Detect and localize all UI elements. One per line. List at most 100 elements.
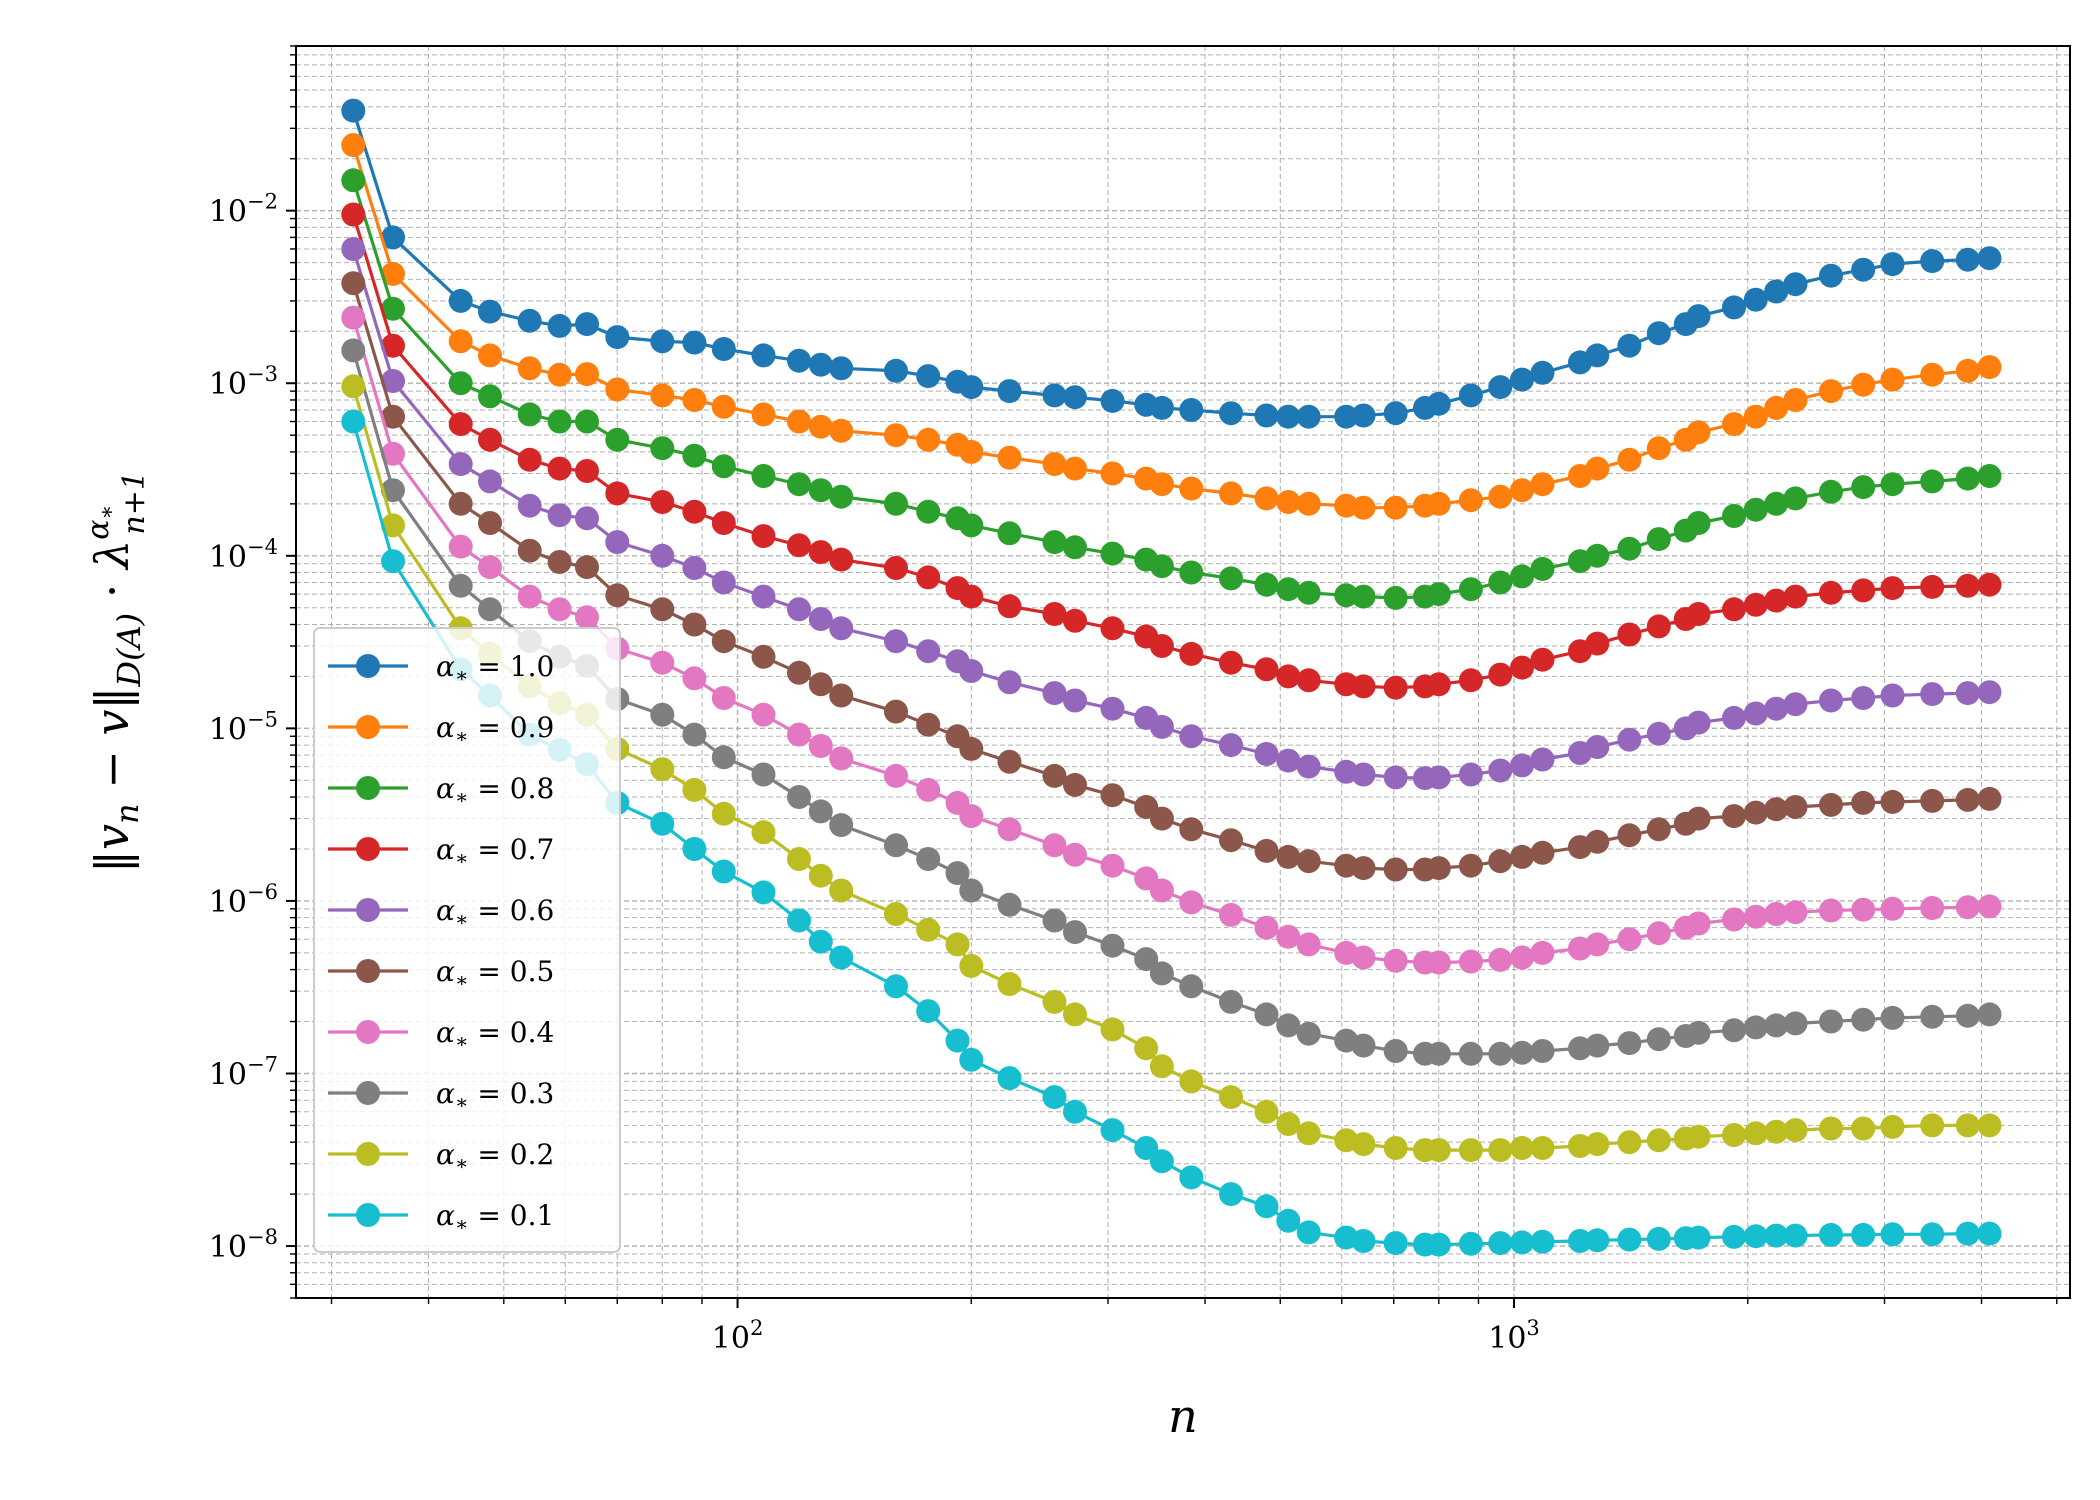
data-point [1100, 853, 1125, 878]
data-point [959, 659, 984, 683]
legend-alpha: α [436, 833, 455, 866]
data-point [916, 917, 941, 942]
data-point [1955, 895, 1980, 920]
data-point [1219, 828, 1243, 853]
data-point [1722, 1224, 1746, 1249]
data-point [751, 880, 776, 905]
data-point [1617, 727, 1642, 752]
data-point [1426, 672, 1451, 697]
data-point [1568, 1134, 1592, 1158]
data-point [997, 892, 1022, 917]
data-point [808, 352, 833, 377]
data-point [1977, 786, 2002, 811]
data-point [916, 639, 941, 664]
data-point [1722, 804, 1746, 829]
data-point [1686, 511, 1711, 535]
y-tick-label: 10−4 [209, 535, 278, 575]
data-point [1819, 1009, 1843, 1034]
data-point [1276, 404, 1301, 429]
data-point [1179, 476, 1204, 501]
data-point [341, 202, 366, 227]
data-point [1530, 1136, 1555, 1160]
data-point [1851, 1007, 1876, 1032]
data-point [1819, 792, 1843, 817]
legend-alpha-sub: ∗ [455, 663, 469, 687]
legend-value: 0.4 [510, 1016, 555, 1049]
legend-alpha-sub: ∗ [455, 1212, 469, 1236]
data-point [1149, 472, 1174, 497]
data-point [547, 409, 572, 434]
data-point [1743, 592, 1768, 617]
data-point [1510, 1230, 1534, 1255]
data-point [547, 456, 572, 481]
data-point [1617, 447, 1642, 472]
data-point [517, 584, 542, 609]
data-point [1764, 696, 1789, 721]
data-point [1851, 578, 1876, 603]
data-point [711, 801, 736, 826]
data-point [1585, 543, 1610, 568]
y-tick-base: 10 [209, 1230, 247, 1265]
legend-alpha: α [436, 1016, 455, 1049]
data-point [1100, 696, 1125, 721]
data-point [1351, 945, 1376, 970]
data-point [959, 584, 984, 609]
data-point [1100, 388, 1125, 413]
data-point [1488, 375, 1513, 400]
data-point [997, 379, 1022, 404]
data-point [1646, 436, 1671, 461]
data-point [711, 859, 736, 884]
data-point [1530, 360, 1555, 385]
legend-alpha-sub: ∗ [455, 968, 469, 992]
data-point [1977, 355, 2002, 380]
data-point [1743, 1224, 1768, 1249]
data-point [1254, 915, 1279, 940]
data-point [1179, 1069, 1204, 1094]
data-point [1458, 949, 1483, 974]
data-point [1042, 452, 1067, 477]
data-point [884, 423, 908, 448]
data-point [1458, 577, 1483, 602]
data-point [1042, 833, 1067, 858]
data-point [1276, 1013, 1301, 1038]
y-tick-label: 10−7 [209, 1052, 278, 1092]
data-point [547, 503, 572, 528]
axes-frame [295, 45, 2071, 1299]
data-point [945, 932, 970, 957]
legend-value: 0.3 [510, 1077, 555, 1110]
legend-marker [356, 1081, 380, 1105]
data-point [1920, 469, 1945, 494]
data-point [808, 929, 833, 954]
data-point [1351, 1033, 1376, 1058]
data-point [916, 565, 941, 590]
data-point [1351, 856, 1376, 881]
data-point [916, 712, 941, 737]
data-point [1955, 358, 1980, 383]
data-point [787, 472, 811, 497]
data-point [381, 478, 405, 503]
data-point [1149, 1149, 1174, 1174]
data-point [1955, 247, 1980, 272]
legend-alpha: α [436, 1077, 455, 1110]
data-point [959, 878, 984, 903]
data-point [1530, 840, 1555, 865]
data-point [517, 538, 542, 563]
data-point [787, 722, 811, 747]
data-point [1819, 379, 1843, 404]
y-tick-exponent: −7 [247, 1052, 278, 1076]
data-point [1783, 1223, 1808, 1248]
data-point [381, 369, 405, 393]
data-point [916, 999, 941, 1024]
legend-marker [356, 1142, 380, 1166]
data-point [448, 452, 473, 477]
data-point [1426, 491, 1451, 516]
data-point [1764, 491, 1789, 516]
data-point [1530, 556, 1555, 581]
data-point [884, 699, 908, 724]
y-label-minus: − [85, 736, 139, 804]
data-point [751, 464, 776, 488]
data-point [1585, 1228, 1610, 1253]
legend-marker [356, 776, 380, 800]
data-point [1488, 947, 1513, 972]
